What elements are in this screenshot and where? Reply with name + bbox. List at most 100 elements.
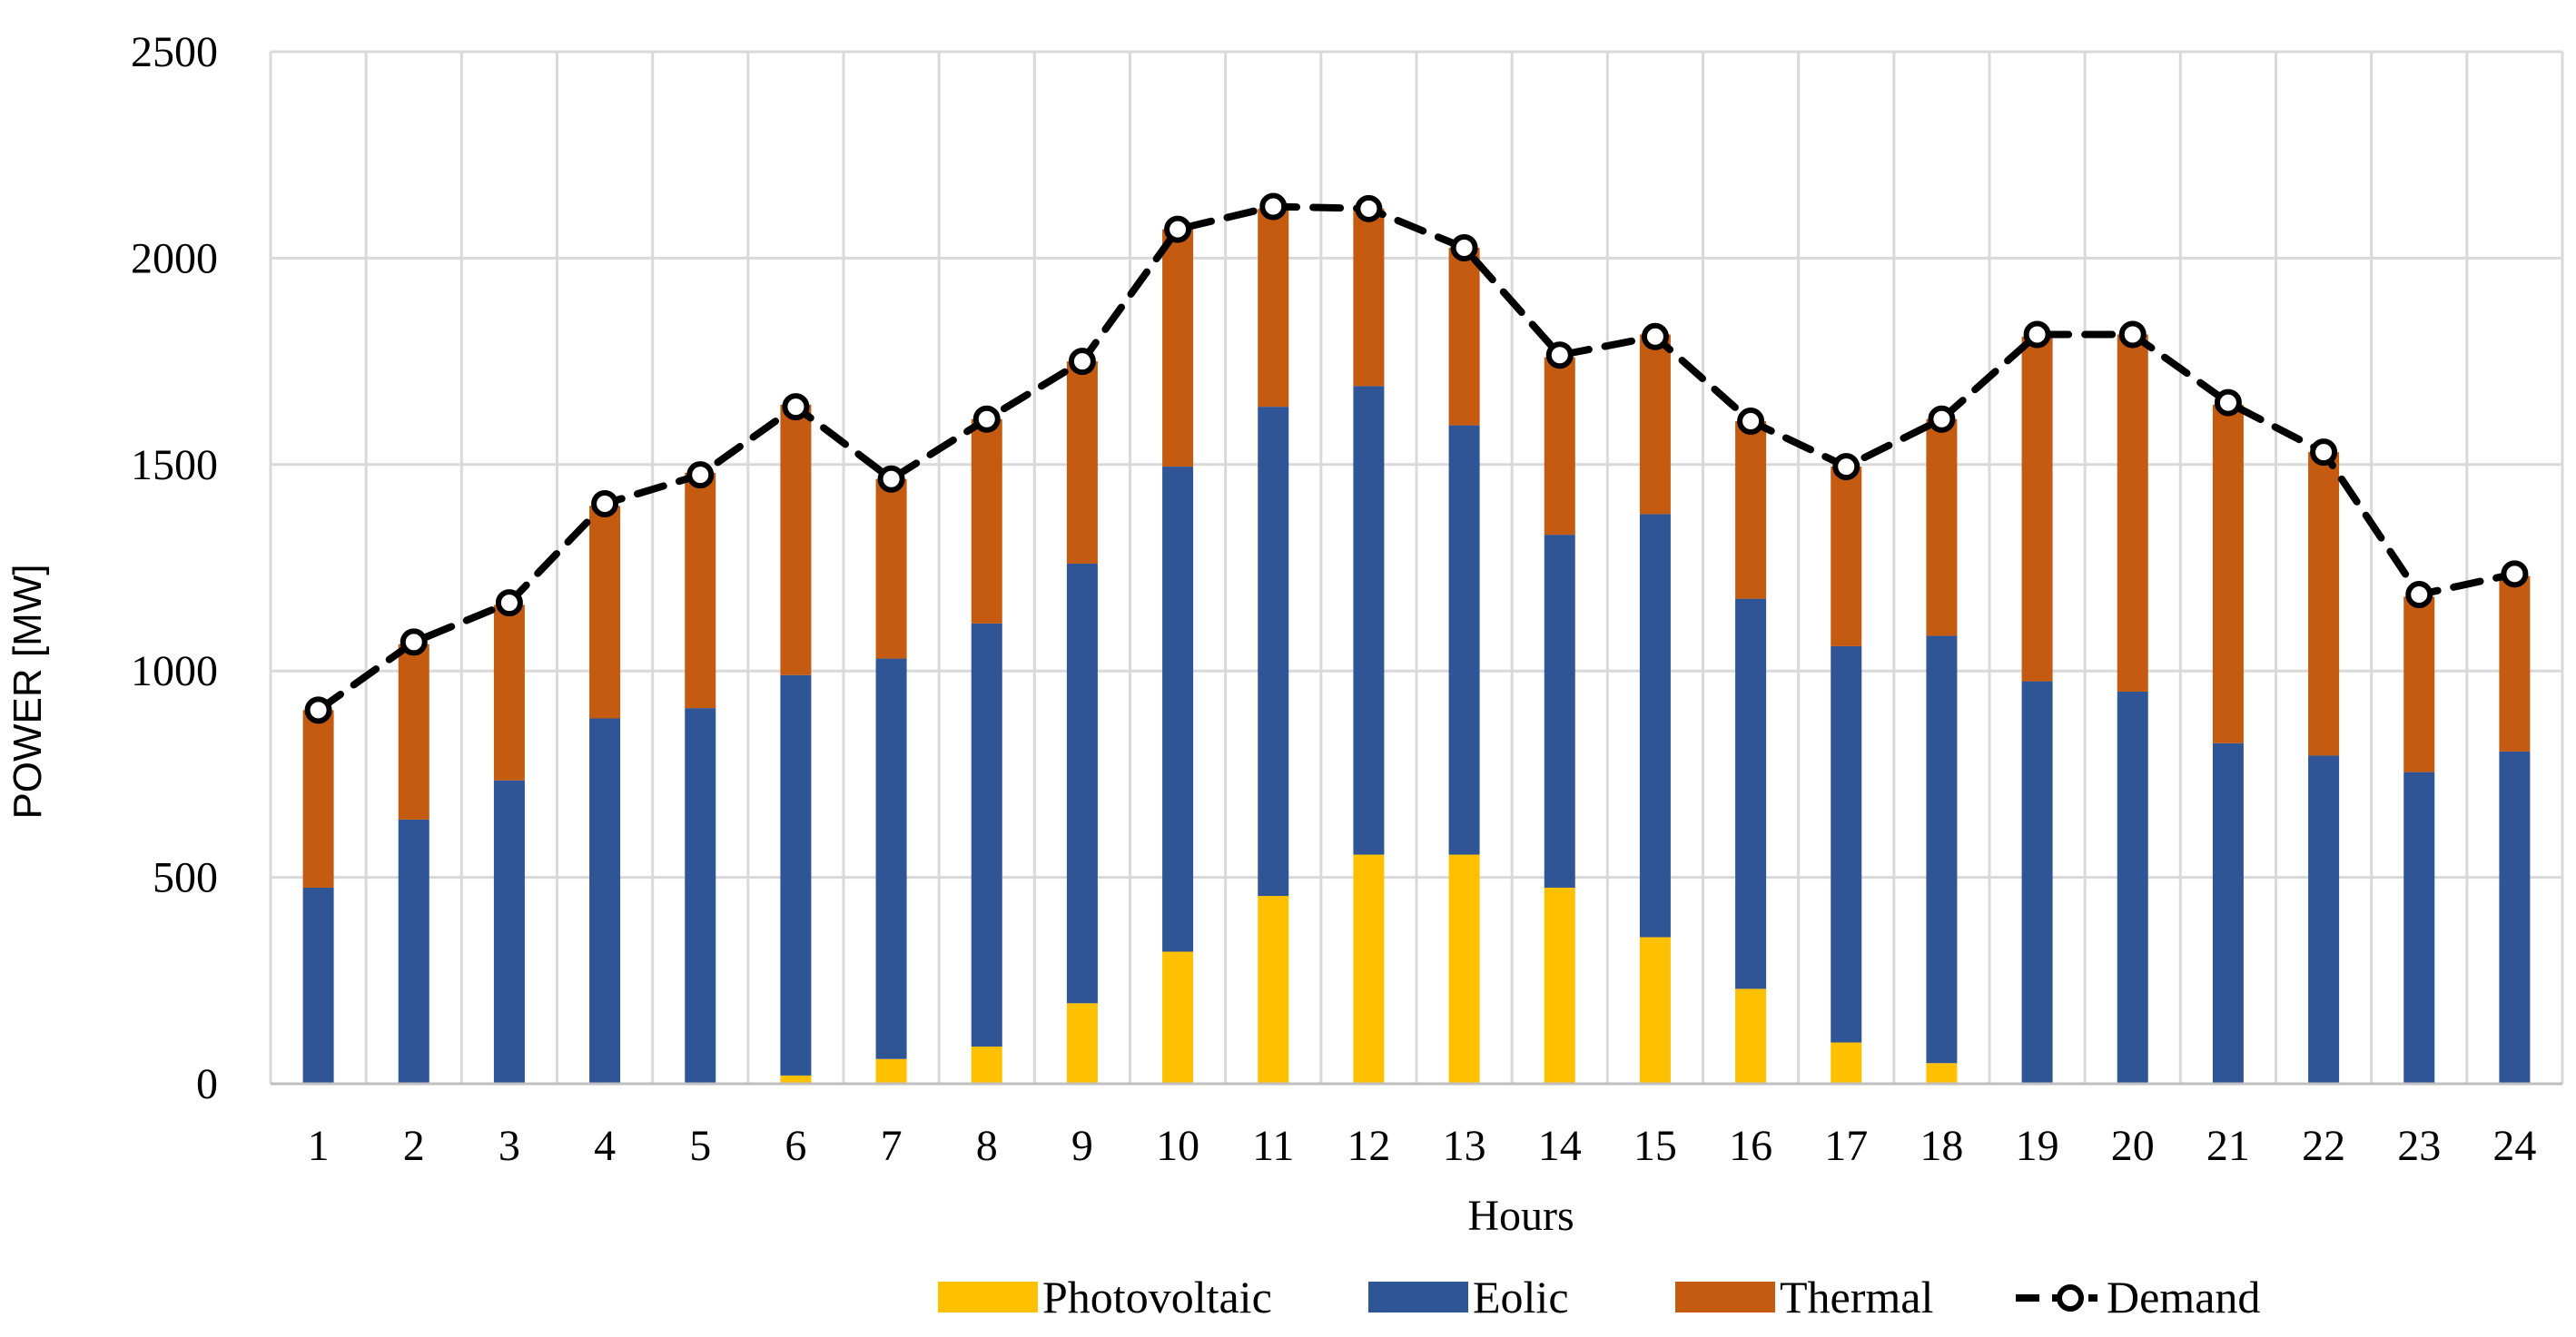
bar-photovoltaic-hour-16 — [1735, 988, 1767, 1084]
demand-point-hour-22 — [2310, 438, 2338, 467]
x-tick-label: 4 — [594, 1122, 616, 1170]
bar-photovoltaic-hour-13 — [1448, 854, 1480, 1084]
demand-line-layer — [304, 192, 2529, 724]
demand-point-hour-4 — [591, 490, 619, 518]
bar-thermal-hour-4 — [589, 506, 621, 719]
bar-thermal-hour-14 — [1544, 357, 1575, 536]
bar-eolic-hour-23 — [2403, 772, 2435, 1084]
bar-eolic-hour-16 — [1735, 598, 1767, 989]
y-tick-label: 1000 — [131, 647, 218, 695]
demand-point-hour-8 — [972, 405, 1001, 433]
x-tick-label: 5 — [689, 1122, 711, 1170]
legend-item-demand: Demand — [2016, 1272, 2260, 1322]
x-tick-label: 1 — [308, 1122, 330, 1170]
demand-point-hour-17 — [1832, 453, 1860, 481]
demand-point-hour-7 — [877, 465, 905, 493]
bar-eolic-hour-20 — [2117, 691, 2148, 1084]
bar-eolic-hour-6 — [780, 674, 812, 1076]
x-tick-label: 23 — [2397, 1122, 2441, 1170]
legend-label-thermal: Thermal — [1780, 1272, 1933, 1322]
x-axis-title: Hours — [1467, 1192, 1574, 1240]
x-tick-label: 24 — [2492, 1122, 2536, 1170]
legend-item-photovoltaic: Photovoltaic — [938, 1272, 1272, 1322]
legend-label-eolic: Eolic — [1473, 1272, 1569, 1322]
demand-point-hour-20 — [2118, 320, 2147, 349]
y-tick-label: 2500 — [131, 28, 218, 76]
bar-thermal-hour-20 — [2117, 334, 2148, 692]
bar-thermal-hour-17 — [1831, 467, 1862, 646]
bar-thermal-hour-16 — [1735, 421, 1767, 599]
bar-thermal-hour-10 — [1162, 229, 1194, 467]
bar-photovoltaic-hour-7 — [875, 1058, 907, 1084]
demand-point-hour-11 — [1259, 192, 1288, 221]
y-tick-label: 2000 — [131, 234, 218, 282]
bar-photovoltaic-hour-6 — [780, 1075, 812, 1084]
x-tick-label: 8 — [976, 1122, 998, 1170]
legend: Photovoltaic Eolic Thermal Demand — [938, 1272, 2260, 1322]
bar-thermal-hour-11 — [1258, 208, 1289, 408]
demand-point-hour-14 — [1545, 341, 1574, 369]
bar-thermal-hour-24 — [2499, 575, 2531, 752]
bar-eolic-hour-15 — [1639, 514, 1671, 938]
legend-item-thermal: Thermal — [1675, 1272, 1933, 1322]
demand-point-hour-18 — [1928, 405, 1956, 433]
bar-eolic-hour-5 — [685, 708, 716, 1084]
demand-line — [314, 202, 2519, 714]
y-axis-title: POWER [MW] — [5, 564, 50, 819]
bars-layer — [302, 208, 2531, 1084]
bar-photovoltaic-hour-14 — [1544, 887, 1575, 1084]
bar-photovoltaic-hour-8 — [971, 1047, 1002, 1084]
bar-eolic-hour-11 — [1258, 407, 1289, 897]
bar-eolic-hour-9 — [1066, 563, 1098, 1004]
bar-thermal-hour-21 — [2212, 404, 2244, 743]
bar-eolic-hour-22 — [2308, 755, 2340, 1084]
legend-label-photovoltaic: Photovoltaic — [1042, 1272, 1272, 1322]
x-tick-label: 21 — [2206, 1122, 2250, 1170]
legend-swatch-demand-marker — [2057, 1284, 2084, 1312]
demand-point-hour-2 — [400, 628, 428, 656]
bar-eolic-hour-1 — [302, 887, 334, 1084]
bar-photovoltaic-hour-12 — [1353, 854, 1385, 1084]
bar-thermal-hour-2 — [398, 644, 429, 820]
bar-thermal-hour-12 — [1353, 208, 1385, 387]
bar-eolic-hour-3 — [493, 780, 525, 1084]
bar-photovoltaic-hour-11 — [1258, 896, 1289, 1084]
bar-thermal-hour-23 — [2403, 596, 2435, 772]
y-tick-label: 500 — [153, 854, 218, 902]
x-tick-label: 12 — [1347, 1122, 1390, 1170]
bar-thermal-hour-18 — [1926, 418, 1958, 636]
x-tick-label: 11 — [1252, 1122, 1294, 1170]
bar-thermal-hour-6 — [780, 404, 812, 675]
bar-thermal-hour-19 — [2021, 336, 2053, 682]
bar-thermal-hour-7 — [875, 478, 907, 659]
bar-thermal-hour-22 — [2308, 452, 2340, 756]
demand-point-hour-24 — [2501, 560, 2529, 588]
x-tick-label: 18 — [1920, 1122, 1963, 1170]
legend-swatch-thermal — [1675, 1282, 1775, 1312]
demand-point-hour-12 — [1355, 194, 1383, 222]
bar-thermal-hour-9 — [1066, 361, 1098, 564]
bar-photovoltaic-hour-15 — [1639, 937, 1671, 1084]
x-tick-label: 10 — [1156, 1122, 1199, 1170]
bar-eolic-hour-24 — [2499, 751, 2531, 1084]
demand-point-hour-10 — [1164, 215, 1192, 243]
bar-eolic-hour-10 — [1162, 467, 1194, 952]
x-tick-label: 13 — [1443, 1122, 1486, 1170]
bar-eolic-hour-13 — [1448, 425, 1480, 855]
demand-point-hour-3 — [495, 589, 523, 617]
y-tick-label: 1500 — [131, 441, 218, 489]
x-tick-label: 17 — [1824, 1122, 1868, 1170]
x-tick-label: 22 — [2302, 1122, 2345, 1170]
demand-point-hour-6 — [782, 393, 810, 421]
x-tick-label: 19 — [2016, 1122, 2059, 1170]
legend-swatch-eolic — [1368, 1282, 1468, 1312]
legend-swatch-photovoltaic — [938, 1282, 1038, 1312]
legend-item-eolic: Eolic — [1368, 1272, 1569, 1322]
x-tick-label: 7 — [881, 1122, 903, 1170]
demand-point-hour-19 — [2023, 320, 2051, 349]
bar-thermal-hour-1 — [302, 710, 334, 888]
demand-point-hour-23 — [2405, 581, 2433, 609]
demand-point-hour-13 — [1450, 234, 1478, 262]
